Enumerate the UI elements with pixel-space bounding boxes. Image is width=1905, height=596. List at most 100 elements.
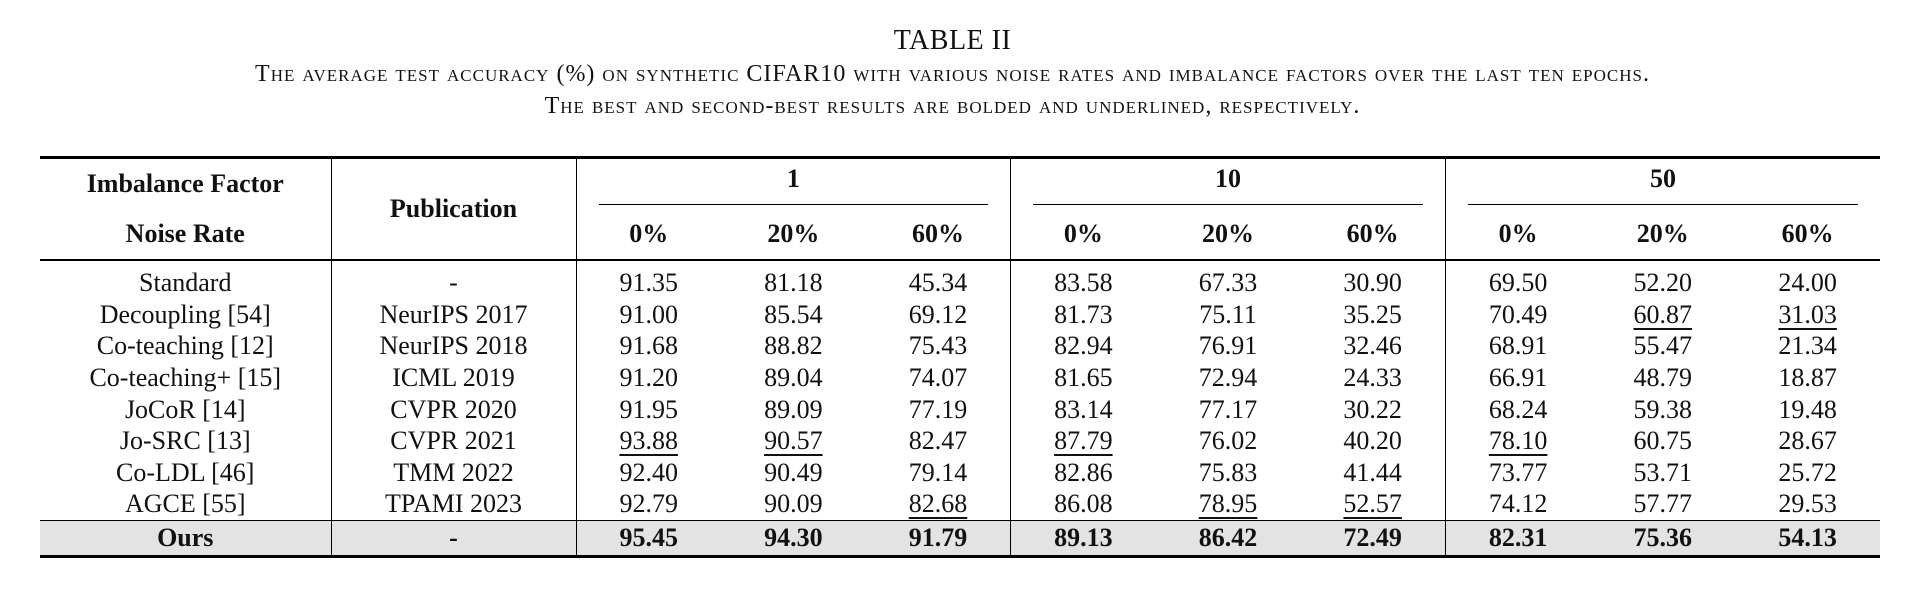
value-cell: 91.95: [576, 393, 721, 425]
value-cell: 82.94: [1011, 330, 1156, 362]
value-text: 72.94: [1198, 363, 1258, 393]
value-text: 24.33: [1343, 363, 1402, 393]
noise-rate-col: 60%: [865, 209, 1012, 260]
value-cell: 25.72: [1735, 457, 1880, 489]
results-table: Imbalance Factor Publication 1 10 50 Noi…: [40, 156, 1881, 558]
value-cell: 60.75: [1590, 425, 1735, 457]
table-label: TABLE II: [893, 25, 1012, 56]
value-cell: 86.42: [1155, 519, 1301, 557]
value-text: 92.40: [619, 457, 678, 487]
value-cell: 76.02: [1156, 425, 1301, 457]
value-text: 28.67: [1778, 426, 1837, 456]
value-text: 78.95: [1198, 489, 1258, 519]
table-row: Jo-SRC [13] CVPR 2021 93.88 90.57 82.47 87.79…: [40, 424, 1880, 457]
value-text: 94.30: [764, 523, 823, 553]
value-text: 81.65: [1054, 363, 1113, 393]
method-cell: Jo-SRC [13]: [40, 424, 332, 457]
table-row: Co-teaching [12] NeurIPS 2018 91.68 88.82 75…: [40, 330, 1880, 362]
value-cell: 30.90: [1300, 260, 1446, 299]
value-text: 69.50: [1488, 268, 1548, 298]
header-row-imbalance: Imbalance Factor Publication 1 10 50: [40, 157, 1881, 260]
value-text: 95.45: [619, 523, 678, 553]
value-cell: 85.54: [721, 299, 866, 331]
publication-header: Publication: [331, 157, 577, 260]
table-row: JoCoR [14] CVPR 2020 91.95 89.09 77.19 83.14 7…: [40, 393, 1880, 425]
value-cell: 52.57: [1300, 488, 1446, 521]
publication-cell: -: [331, 519, 577, 557]
value-text: 41.44: [1343, 457, 1402, 487]
publication-cell: ICML 2019: [331, 361, 577, 394]
value-cell: 91.20: [576, 362, 721, 394]
noise-rate-col: 20%: [767, 219, 820, 248]
value-text: 90.49: [764, 457, 823, 487]
value-cell: 92.40: [576, 457, 721, 489]
value-cell: 75.43: [865, 330, 1012, 362]
group-header-50: 50: [1445, 158, 1880, 210]
value-cell: 75.83: [1156, 457, 1301, 489]
value-cell: 95.45: [576, 519, 721, 557]
value-text: 59.38: [1633, 394, 1692, 424]
value-cell: 67.33: [1156, 260, 1301, 299]
noise-rate-col: 60%: [1781, 219, 1834, 248]
noise-rate-col: 60%: [1300, 209, 1446, 260]
value-cell: 74.07: [865, 361, 1012, 394]
publication-cell: -: [331, 260, 577, 299]
value-cell: 81.65: [1011, 362, 1156, 394]
value-text: 81.73: [1054, 299, 1113, 329]
value-cell: 91.79: [865, 519, 1012, 557]
value-text: 74.07: [908, 363, 968, 393]
method-cell: Decoupling [54]: [40, 298, 332, 331]
value-cell: 59.38: [1590, 393, 1735, 425]
publication-cell: CVPR 2021: [331, 424, 577, 457]
value-text: 86.42: [1198, 523, 1258, 553]
value-text: 60.87: [1633, 299, 1692, 329]
table-row: Co-teaching+ [15] ICML 2019 91.20 89.04 74.0…: [40, 361, 1880, 394]
value-text: 82.31: [1488, 523, 1548, 553]
value-cell: 41.44: [1300, 456, 1446, 489]
value-text: 75.83: [1198, 457, 1258, 487]
value-text: 30.22: [1343, 394, 1402, 424]
value-text: 21.34: [1778, 331, 1837, 361]
value-text: 91.68: [619, 331, 678, 361]
noise-rate-col: 20%: [1636, 219, 1689, 248]
value-text: 75.36: [1633, 523, 1692, 553]
value-text: 79.14: [908, 457, 968, 487]
value-cell: 72.49: [1300, 519, 1446, 557]
value-cell: 86.08: [1011, 488, 1156, 520]
value-text: 52.57: [1343, 489, 1402, 519]
value-cell: 19.48: [1735, 393, 1880, 425]
value-cell: 69.12: [865, 298, 1012, 331]
value-cell: 74.12: [1445, 488, 1590, 520]
value-text: 24.00: [1778, 268, 1837, 298]
value-cell: 48.79: [1590, 362, 1735, 394]
table-row: Standard - 91.35 81.18 45.34 83.58 67.33 30.90 6…: [40, 260, 1880, 299]
value-text: 90.57: [764, 426, 823, 456]
noise-rate-col: 0%: [629, 219, 669, 248]
value-text: 88.82: [764, 331, 823, 361]
publication-cell: NeurIPS 2017: [331, 298, 577, 331]
value-cell: 82.47: [865, 424, 1012, 457]
noise-rate-col: 0%: [1498, 219, 1538, 248]
value-cell: 55.47: [1590, 330, 1735, 362]
value-cell: 90.09: [721, 488, 866, 520]
table-body: Standard -91.35 81.18 45.34 83.58 67.33 30.90 6…: [40, 260, 1881, 557]
value-text: 83.14: [1054, 394, 1113, 424]
value-cell: 28.67: [1735, 425, 1880, 457]
value-text: 74.12: [1488, 489, 1548, 519]
method-cell: Co-teaching+ [15]: [40, 361, 332, 394]
noise-rate-header: Noise Rate: [40, 209, 332, 260]
value-text: 89.09: [764, 394, 823, 424]
method-cell: AGCE [55]: [40, 488, 332, 521]
value-text: 82.94: [1054, 331, 1113, 361]
value-text: 93.88: [619, 426, 678, 456]
value-cell: 88.82: [721, 330, 866, 362]
publication-cell: TPAMI 2023: [331, 488, 577, 521]
value-cell: 79.14: [865, 456, 1012, 489]
value-text: 91.95: [619, 394, 678, 424]
value-text: 82.86: [1054, 457, 1113, 487]
caption-line-2: The best and second-best results are bol…: [544, 93, 1361, 119]
value-text: 83.58: [1054, 268, 1113, 298]
value-text: 32.46: [1343, 331, 1402, 361]
value-text: 87.79: [1054, 426, 1113, 456]
value-cell: 81.18: [721, 260, 866, 299]
